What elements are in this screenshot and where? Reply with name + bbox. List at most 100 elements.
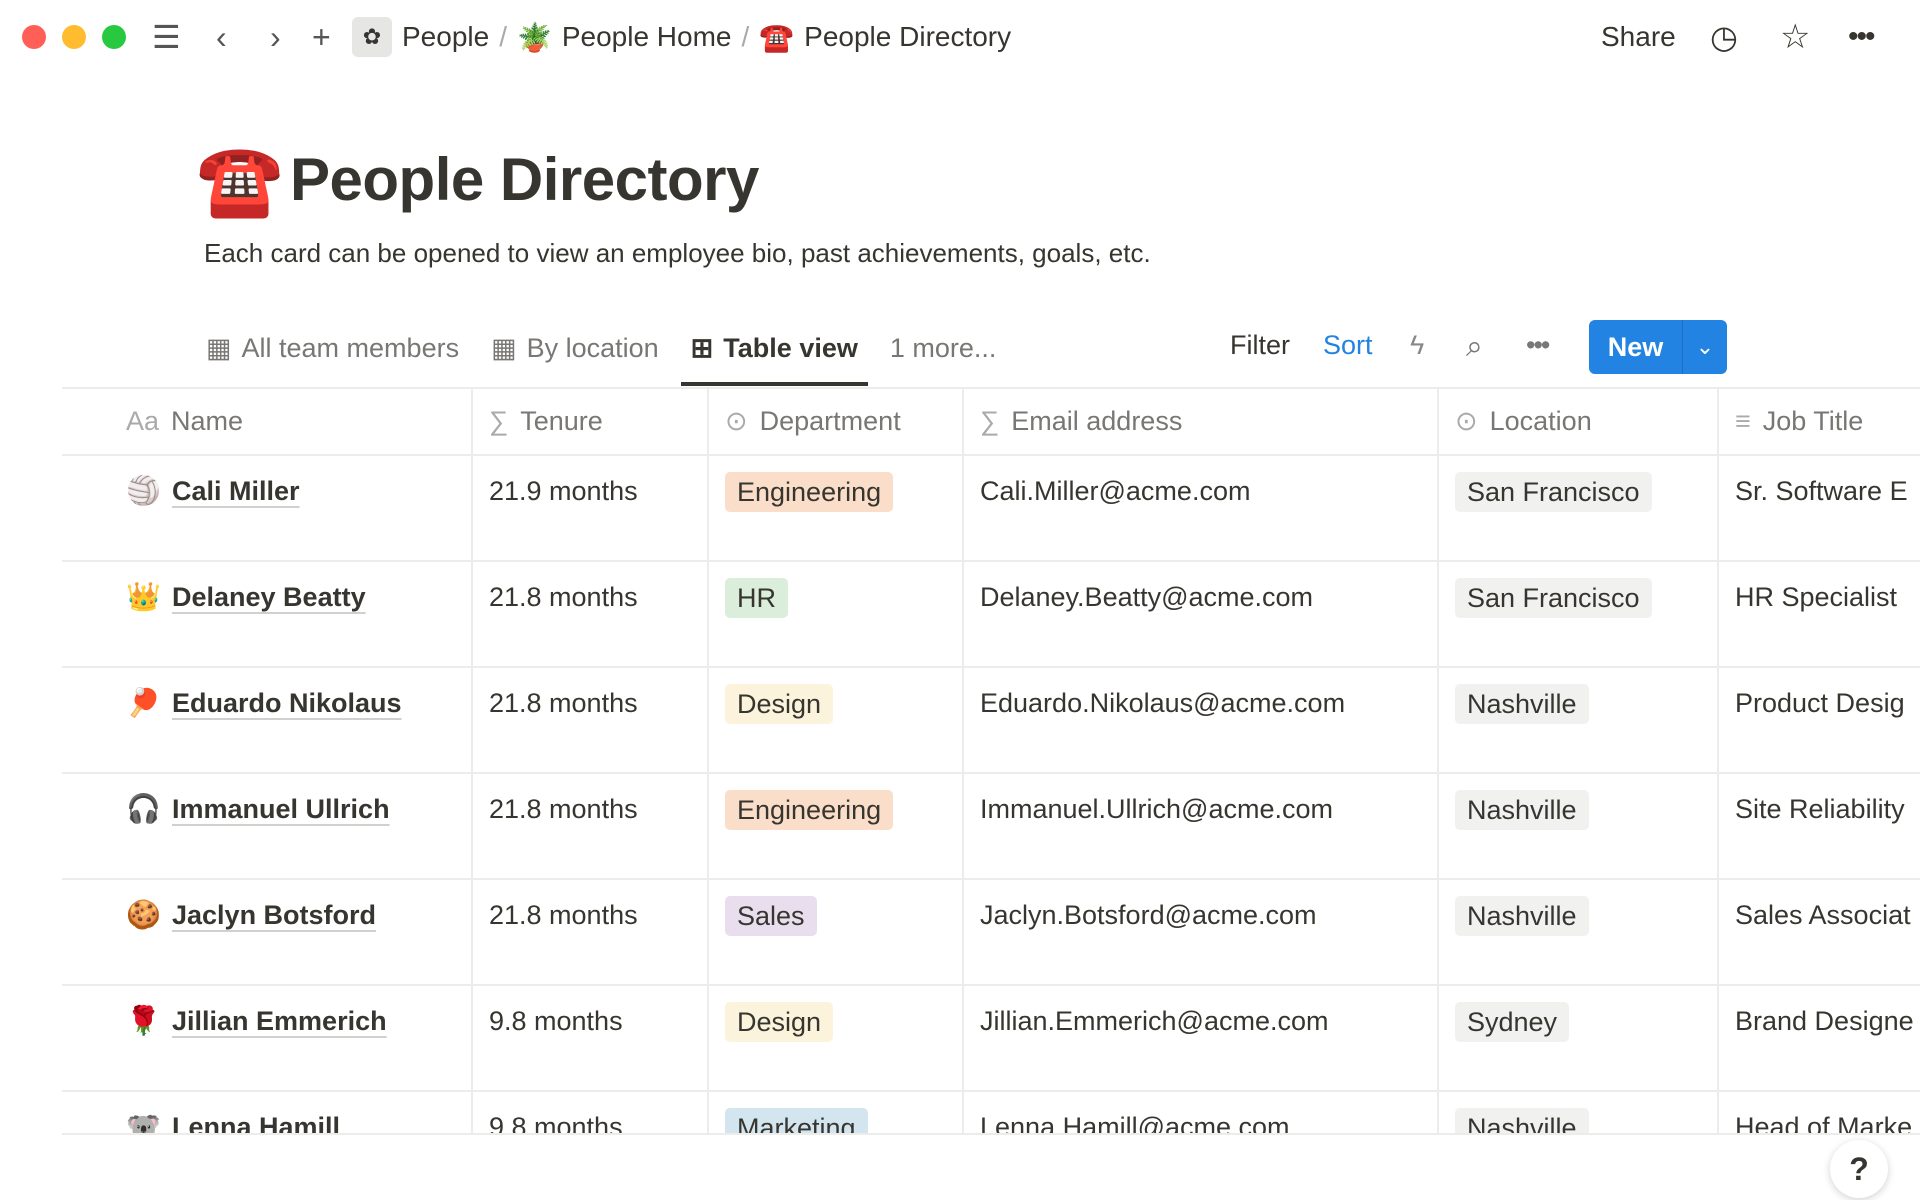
cell-location[interactable]: Nashville [1439, 774, 1719, 878]
table-icon: ⊞ [690, 332, 714, 363]
table-row[interactable]: 🐨 Lenna Hamill 9.8 months Marketing Lenna… [62, 1092, 1920, 1135]
cell-job-title[interactable]: Head of Marke [1719, 1092, 1920, 1133]
cell-tenure[interactable]: 21.8 months [473, 880, 709, 984]
cell-location[interactable]: Nashville [1439, 1092, 1719, 1133]
more-views-button[interactable]: 1 more... [889, 332, 997, 363]
cell-job-title[interactable]: Brand Designe [1719, 986, 1920, 1090]
cell-email[interactable]: Immanuel.Ullrich@acme.com [964, 774, 1439, 878]
cell-name[interactable]: 🏐 Cali Miller [62, 456, 473, 560]
close-window-button[interactable] [22, 25, 46, 49]
cell-email[interactable]: Delaney.Beatty@acme.com [964, 562, 1439, 666]
table-row[interactable]: 👑 Delaney Beatty 21.8 months HR Delaney.B… [62, 562, 1920, 668]
column-label: Email address [1011, 406, 1183, 436]
cell-department[interactable]: Design [709, 668, 964, 772]
cell-department[interactable]: Engineering [709, 456, 964, 560]
location-tag: San Francisco [1455, 578, 1652, 618]
cell-email[interactable]: Cali.Miller@acme.com [964, 456, 1439, 560]
cell-name[interactable]: 🌹 Jillian Emmerich [62, 986, 473, 1090]
star-icon[interactable]: ☆ [1780, 18, 1811, 56]
cell-department[interactable]: Engineering [709, 774, 964, 878]
cell-location[interactable]: San Francisco [1439, 562, 1719, 666]
menu-icon[interactable]: ☰ [152, 19, 181, 55]
cell-email[interactable]: Jillian.Emmerich@acme.com [964, 986, 1439, 1090]
new-button-label[interactable]: New [1589, 320, 1683, 374]
person-name[interactable]: Jillian Emmerich [172, 1006, 387, 1036]
chevron-down-icon[interactable]: ⌄ [1695, 334, 1715, 359]
cell-department[interactable]: Marketing [709, 1092, 964, 1133]
cell-email[interactable]: Lenna.Hamill@acme.com [964, 1092, 1439, 1133]
column-header-job-title[interactable]: ≡ Job Title [1719, 389, 1920, 454]
tab-table-view[interactable]: ⊞ Table view [680, 328, 869, 386]
column-header-location[interactable]: ⊙ Location [1439, 389, 1719, 454]
breadcrumb-people-directory[interactable]: People Directory [804, 21, 1012, 52]
table-row[interactable]: 🍪 Jaclyn Botsford 21.8 months Sales Jacly… [62, 880, 1920, 986]
table-row[interactable]: 🎧 Immanuel Ullrich 21.8 months Engineerin… [62, 774, 1920, 880]
back-icon[interactable]: ‹ [216, 19, 227, 55]
tenure-value: 21.8 months [489, 794, 638, 824]
table-row[interactable]: 🌹 Jillian Emmerich 9.8 months Design Jill… [62, 986, 1920, 1092]
cell-tenure[interactable]: 9.8 months [473, 986, 709, 1090]
tab-by-location[interactable]: ▦ By location [491, 328, 659, 368]
cell-tenure[interactable]: 21.9 months [473, 456, 709, 560]
cell-name[interactable]: 🎧 Immanuel Ullrich [62, 774, 473, 878]
more-icon[interactable]: ••• [1848, 20, 1875, 53]
table-row[interactable]: 🏓 Eduardo Nikolaus 21.8 months Design Edu… [62, 668, 1920, 774]
column-header-name[interactable]: Aa Name [62, 389, 473, 454]
person-name[interactable]: Delaney Beatty [172, 582, 366, 612]
column-header-email[interactable]: ∑ Email address [964, 389, 1439, 454]
cell-job-title[interactable]: Product Desig [1719, 668, 1920, 772]
cell-location[interactable]: Nashville [1439, 880, 1719, 984]
cell-name[interactable]: 🏓 Eduardo Nikolaus [62, 668, 473, 772]
add-icon[interactable]: + [312, 19, 331, 55]
cell-tenure[interactable]: 21.8 months [473, 562, 709, 666]
page-title[interactable]: People Directory [290, 146, 759, 213]
help-button[interactable]: ? [1830, 1140, 1888, 1198]
person-name[interactable]: Eduardo Nikolaus [172, 688, 402, 718]
cell-name[interactable]: 🐨 Lenna Hamill [62, 1092, 473, 1135]
forward-icon[interactable]: › [270, 19, 281, 55]
history-icon[interactable]: ◷ [1710, 19, 1738, 55]
page-icon[interactable]: ☎️ [196, 141, 284, 219]
cell-department[interactable]: Design [709, 986, 964, 1090]
job-title-value: Product Desig [1735, 688, 1905, 718]
breadcrumb: ✿ People / 🪴 People Home / ☎️ People Dir… [352, 16, 1011, 58]
cell-email[interactable]: Jaclyn.Botsford@acme.com [964, 880, 1439, 984]
cell-tenure[interactable]: 21.8 months [473, 774, 709, 878]
cell-tenure[interactable]: 9.8 months [473, 1092, 709, 1133]
cell-job-title[interactable]: HR Specialist [1719, 562, 1920, 666]
table-row[interactable]: 🏐 Cali Miller 21.9 months Engineering Cal… [62, 456, 1920, 562]
cell-tenure[interactable]: 21.8 months [473, 668, 709, 772]
cell-location[interactable]: Sydney [1439, 986, 1719, 1090]
sort-button[interactable]: Sort [1323, 330, 1373, 360]
person-name[interactable]: Lenna Hamill [172, 1112, 341, 1135]
cell-name[interactable]: 👑 Delaney Beatty [62, 562, 473, 666]
search-icon[interactable]: ⌕ [1466, 330, 1483, 363]
column-header-department[interactable]: ⊙ Department [709, 389, 964, 454]
cell-email[interactable]: Eduardo.Nikolaus@acme.com [964, 668, 1439, 772]
new-button[interactable]: New ⌄ [1589, 320, 1727, 374]
breadcrumb-people-home[interactable]: People Home [561, 21, 732, 52]
cell-job-title[interactable]: Sales Associat [1719, 880, 1920, 984]
person-name[interactable]: Cali Miller [172, 476, 300, 506]
filter-button[interactable]: Filter [1230, 330, 1290, 360]
cell-location[interactable]: Nashville [1439, 668, 1719, 772]
minimize-window-button[interactable] [62, 25, 86, 49]
cell-department[interactable]: HR [709, 562, 964, 666]
cell-department[interactable]: Sales [709, 880, 964, 984]
cell-job-title[interactable]: Sr. Software E [1719, 456, 1920, 560]
person-name[interactable]: Immanuel Ullrich [172, 794, 390, 824]
tab-label: Table view [723, 332, 858, 363]
breadcrumb-people[interactable]: People [402, 21, 490, 52]
cell-job-title[interactable]: Site Reliability [1719, 774, 1920, 878]
share-button[interactable]: Share [1601, 21, 1676, 52]
maximize-window-button[interactable] [102, 25, 126, 49]
tab-all-team-members[interactable]: ▦ All team members [206, 328, 459, 368]
more-options-icon[interactable]: ••• [1526, 330, 1550, 360]
person-name[interactable]: Jaclyn Botsford [172, 900, 377, 930]
cell-name[interactable]: 🍪 Jaclyn Botsford [62, 880, 473, 984]
text-lines-icon: ≡ [1735, 406, 1751, 436]
automation-icon[interactable]: ϟ [1410, 330, 1425, 360]
cell-location[interactable]: San Francisco [1439, 456, 1719, 560]
page-description[interactable]: Each card can be opened to view an emplo… [204, 238, 1151, 268]
column-header-tenure[interactable]: ∑ Tenure [473, 389, 709, 454]
